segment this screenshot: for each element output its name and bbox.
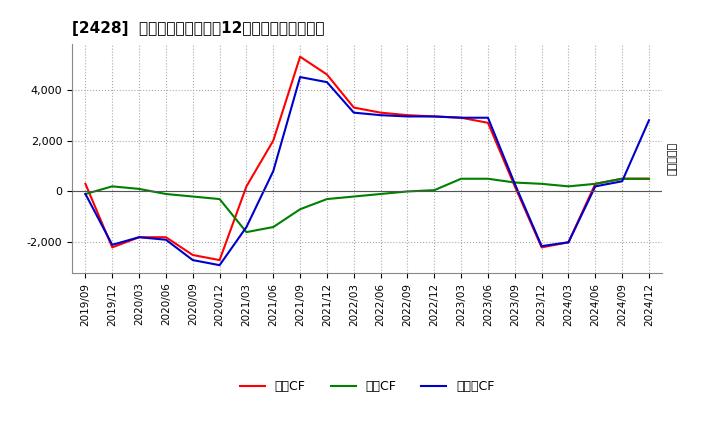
投資CF xyxy=(537,181,546,187)
フリーCF xyxy=(591,184,600,189)
営業CF xyxy=(189,253,197,258)
営業CF xyxy=(591,181,600,187)
フリーCF xyxy=(323,80,331,85)
投資CF xyxy=(377,191,385,197)
営業CF xyxy=(484,120,492,125)
フリーCF xyxy=(135,235,143,240)
営業CF xyxy=(215,257,224,263)
営業CF xyxy=(296,54,305,59)
フリーCF xyxy=(564,240,573,245)
フリーCF xyxy=(215,263,224,268)
営業CF xyxy=(430,114,438,119)
フリーCF xyxy=(644,117,653,123)
投資CF xyxy=(81,191,90,197)
営業CF xyxy=(269,138,278,143)
フリーCF xyxy=(456,115,465,121)
フリーCF xyxy=(269,169,278,174)
フリーCF xyxy=(189,257,197,263)
フリーCF xyxy=(484,115,492,121)
フリーCF xyxy=(537,243,546,249)
営業CF xyxy=(242,184,251,189)
フリーCF xyxy=(510,181,519,187)
フリーCF xyxy=(349,110,358,115)
投資CF xyxy=(591,181,600,187)
フリーCF xyxy=(618,179,626,184)
営業CF xyxy=(349,105,358,110)
営業CF xyxy=(537,245,546,250)
営業CF xyxy=(377,110,385,115)
Line: 投資CF: 投資CF xyxy=(86,179,649,232)
フリーCF xyxy=(403,114,412,119)
営業CF xyxy=(644,176,653,181)
投資CF xyxy=(161,191,170,197)
フリーCF xyxy=(296,74,305,80)
営業CF xyxy=(510,184,519,189)
投資CF xyxy=(618,176,626,181)
営業CF xyxy=(161,235,170,240)
フリーCF xyxy=(161,237,170,242)
営業CF xyxy=(323,72,331,77)
営業CF xyxy=(81,181,90,187)
投資CF xyxy=(135,186,143,191)
営業CF xyxy=(108,245,117,250)
Line: フリーCF: フリーCF xyxy=(86,77,649,265)
Legend: 営業CF, 投資CF, フリーCF: 営業CF, 投資CF, フリーCF xyxy=(235,375,500,398)
Text: [2428]  キャッシュフローの12か月移動合計の推移: [2428] キャッシュフローの12か月移動合計の推移 xyxy=(72,21,325,36)
投資CF xyxy=(644,176,653,181)
フリーCF xyxy=(242,224,251,230)
投資CF xyxy=(430,187,438,193)
投資CF xyxy=(456,176,465,181)
営業CF xyxy=(618,176,626,181)
投資CF xyxy=(349,194,358,199)
営業CF xyxy=(403,113,412,118)
投資CF xyxy=(403,189,412,194)
投資CF xyxy=(484,176,492,181)
投資CF xyxy=(564,184,573,189)
Y-axis label: （百万円）: （百万円） xyxy=(668,142,678,175)
投資CF xyxy=(296,207,305,212)
フリーCF xyxy=(81,191,90,197)
投資CF xyxy=(215,196,224,202)
フリーCF xyxy=(377,113,385,118)
投資CF xyxy=(242,230,251,235)
投資CF xyxy=(189,194,197,199)
営業CF xyxy=(456,115,465,121)
投資CF xyxy=(269,224,278,230)
投資CF xyxy=(108,184,117,189)
Line: 営業CF: 営業CF xyxy=(86,57,649,260)
フリーCF xyxy=(430,114,438,119)
投資CF xyxy=(323,196,331,202)
フリーCF xyxy=(108,242,117,247)
営業CF xyxy=(564,240,573,245)
営業CF xyxy=(135,235,143,240)
投資CF xyxy=(510,180,519,185)
